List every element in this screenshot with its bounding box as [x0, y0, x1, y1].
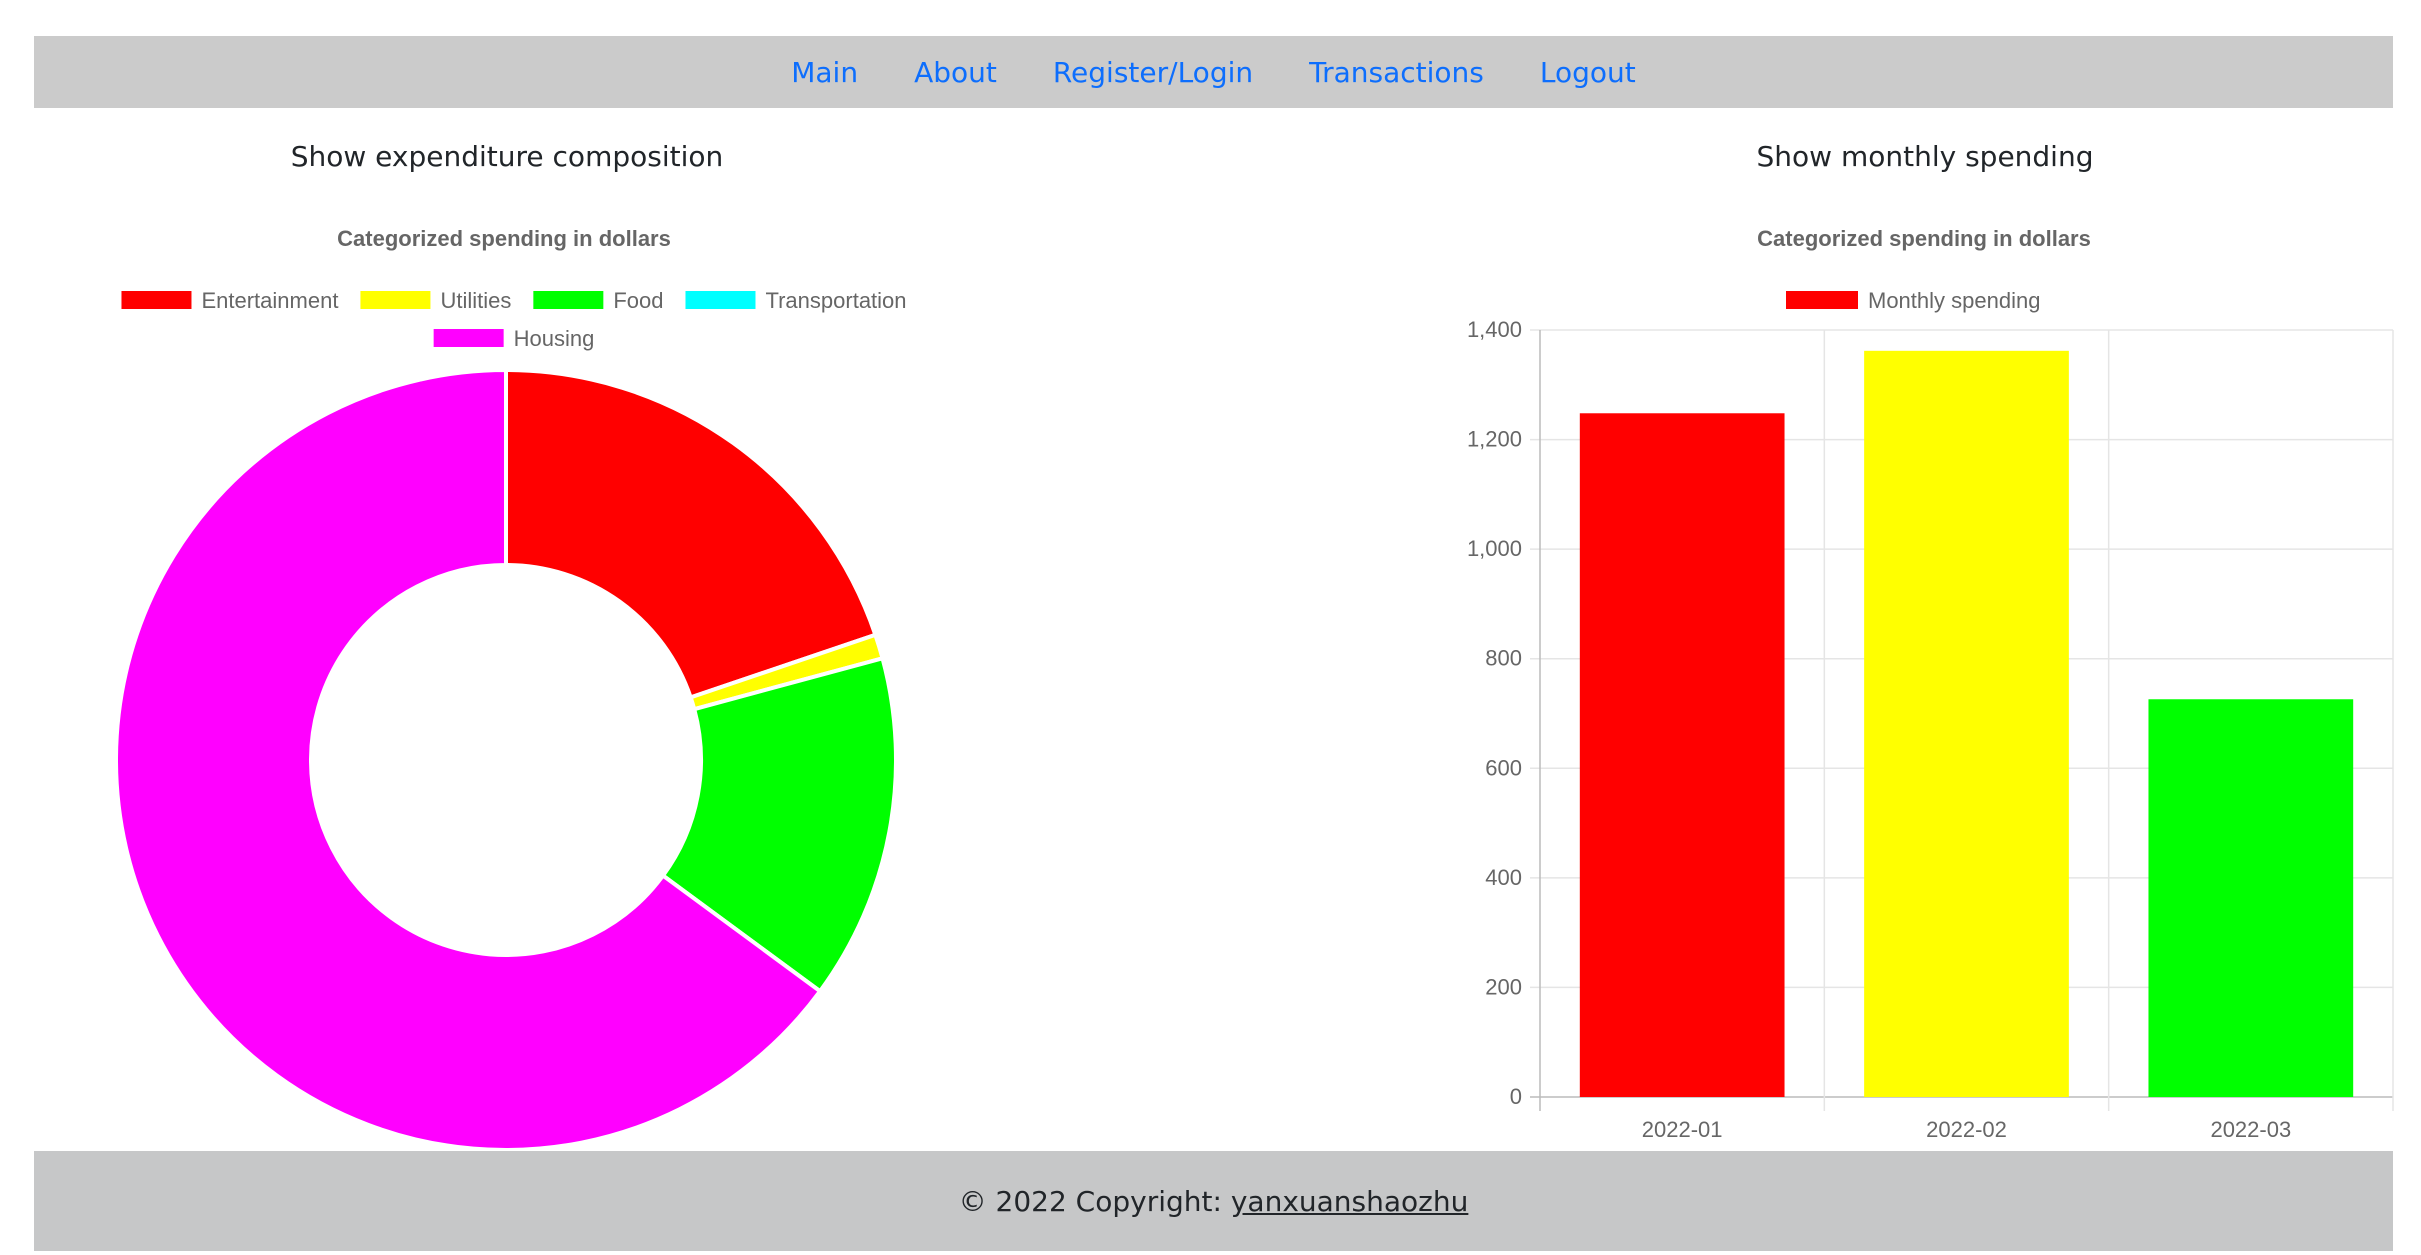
legend-item-utilities: Utilities	[360, 288, 511, 313]
legend-label-entertainment: Entertainment	[201, 288, 338, 313]
bar-2022-02	[1864, 350, 2069, 1097]
legend-swatch-transportation	[685, 291, 756, 309]
bar-2022-01	[1579, 413, 1785, 1097]
donut-slice-food	[660, 655, 898, 995]
monthly-spending-bar-chart: Categorized spending in dollars Monthly s…	[1467, 226, 2394, 1142]
y-tick-label: 1,400	[1467, 317, 1522, 342]
legend-label-utilities: Utilities	[440, 288, 511, 313]
x-tick-label: 2022-01	[1642, 1117, 1723, 1142]
nav-main[interactable]: Main	[791, 55, 859, 89]
donut-chart-title: Categorized spending in dollars	[337, 226, 671, 251]
x-tick-label: 2022-03	[2210, 1117, 2291, 1142]
nav-about[interactable]: About	[914, 55, 997, 89]
legend-item-housing: Housing	[433, 326, 595, 351]
legend-swatch-entertainment	[121, 291, 192, 309]
legend-item-food: Food	[533, 288, 663, 313]
footer-author-link[interactable]: yanxuanshaozhu	[1230, 1184, 1469, 1218]
expenditure-composition-heading: Show expenditure composition	[290, 140, 724, 173]
legend-label-transportation: Transportation	[765, 288, 906, 313]
legend-label-monthly-spending: Monthly spending	[1868, 288, 2040, 313]
donut-slice-entertainment	[504, 367, 878, 700]
legend-swatch-monthly-spending	[1786, 291, 1858, 309]
legend-swatch-housing	[433, 329, 504, 347]
y-tick-label: 1,200	[1467, 427, 1522, 452]
nav-register-login[interactable]: Register/Login	[1052, 55, 1254, 89]
legend-item-transportation: Transportation	[685, 288, 907, 313]
footer: © 2022 Copyright: yanxuanshaozhu	[34, 1151, 2393, 1251]
y-tick-label: 600	[1485, 755, 1522, 780]
navbar: Main About Register/Login Transactions L…	[34, 36, 2393, 108]
nav-transactions[interactable]: Transactions	[1309, 55, 1484, 89]
legend-swatch-food	[533, 291, 604, 309]
expenditure-donut-chart: Categorized spending in dollars Entertain…	[114, 226, 907, 1150]
footer-copyright-text: © 2022 Copyright:	[958, 1184, 1231, 1218]
y-tick-label: 200	[1485, 974, 1522, 999]
legend-item-monthly-spending: Monthly spending	[1786, 288, 2040, 313]
y-tick-label: 0	[1510, 1084, 1522, 1109]
bar-chart-title: Categorized spending in dollars	[1757, 226, 2091, 251]
y-tick-label: 800	[1485, 646, 1522, 671]
donut-slice-housing	[114, 367, 823, 1150]
y-tick-label: 1,000	[1467, 536, 1522, 561]
legend-swatch-utilities	[360, 291, 431, 309]
legend-item-entertainment: Entertainment	[121, 288, 338, 313]
legend-label-food: Food	[613, 288, 663, 313]
y-tick-label: 400	[1485, 865, 1522, 890]
bar-2022-03	[2148, 699, 2354, 1097]
monthly-spending-heading: Show monthly spending	[1756, 140, 2094, 173]
nav-logout[interactable]: Logout	[1539, 55, 1636, 89]
x-tick-label: 2022-02	[1926, 1117, 2007, 1142]
legend-label-housing: Housing	[514, 326, 595, 351]
